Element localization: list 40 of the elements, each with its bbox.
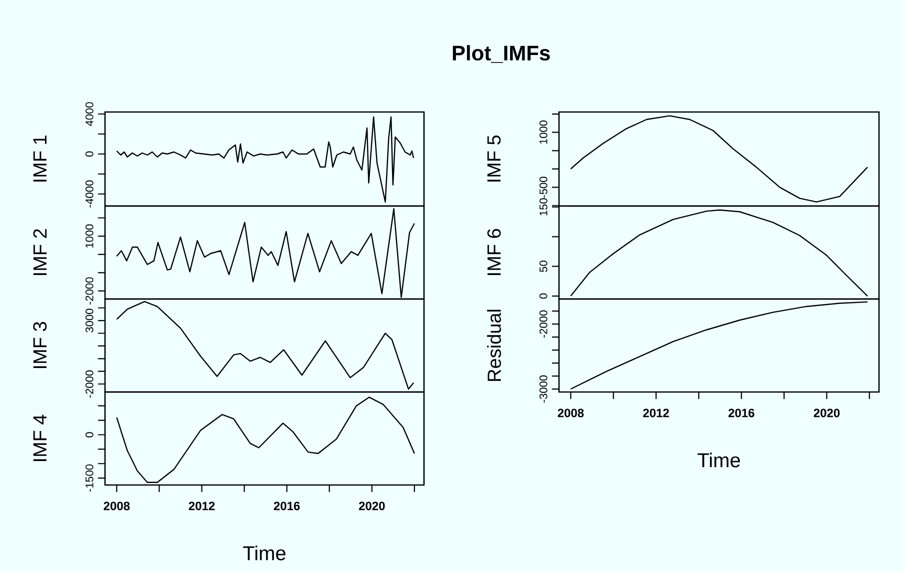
- y-tick-label: 4000: [86, 102, 94, 126]
- y-tick-label: 50: [540, 260, 548, 272]
- y-axis-title: IMF 1: [33, 136, 46, 182]
- y-axis-title: IMF 2: [33, 229, 47, 276]
- y-tick-label: -3000: [540, 375, 548, 403]
- y-axis-title: IMF 6: [487, 229, 501, 276]
- y-tick-label: -1500: [86, 464, 94, 492]
- y-tick-label: 0: [86, 151, 94, 157]
- y-tick-label: 0: [540, 293, 548, 299]
- y-axis-title: IMF 5: [487, 136, 501, 182]
- x-tick-label: 2008: [104, 502, 130, 510]
- y-axis-title: IMF 4: [33, 414, 46, 462]
- y-tick-label: -500: [540, 176, 548, 198]
- y-tick-label: 1000: [86, 224, 94, 248]
- chart-title: Plot_IMFs: [452, 45, 550, 63]
- y-tick-label: -2000: [86, 370, 94, 398]
- x-axis-title: Time: [698, 452, 740, 468]
- line-series: [570, 301, 868, 390]
- y-tick-label: -4000: [86, 180, 94, 208]
- line-series: [570, 115, 868, 203]
- y-tick-label: 0: [86, 432, 94, 438]
- y-tick-label: 150: [540, 198, 548, 216]
- line-series: [570, 209, 868, 297]
- y-tick-label: 1000: [540, 120, 548, 144]
- y-tick-label: -2000: [86, 277, 94, 305]
- y-tick-label: 3000: [86, 308, 94, 332]
- x-tick-label: 2012: [643, 408, 669, 418]
- x-tick-label: 2020: [358, 502, 385, 510]
- x-axis-title: Time: [243, 546, 286, 560]
- x-tick-label: 2012: [188, 502, 215, 510]
- x-tick-label: 2016: [274, 502, 300, 510]
- line-series: [116, 396, 416, 484]
- y-axis-title: Residual: [487, 310, 502, 381]
- x-tick-label: 2020: [814, 408, 840, 418]
- y-axis-title: IMF 3: [33, 322, 47, 368]
- x-tick-label: 2016: [728, 408, 754, 418]
- line-series: [116, 300, 414, 390]
- line-series: [116, 116, 414, 203]
- x-tick-label: 2008: [558, 408, 584, 418]
- y-tick-label: -2000: [540, 310, 548, 338]
